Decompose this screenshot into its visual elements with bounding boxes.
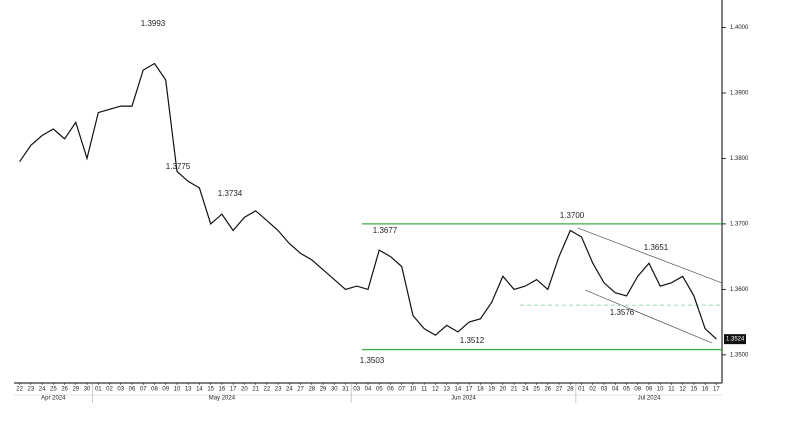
- y-tick-label: 1.3700: [730, 221, 749, 227]
- x-tick-label: 21: [511, 387, 518, 393]
- x-tick-label: 09: [162, 387, 169, 393]
- x-tick-label: 26: [544, 387, 551, 393]
- x-tick-label: 28: [567, 387, 574, 393]
- x-tick-label: 03: [601, 387, 608, 393]
- x-tick-label: 23: [275, 387, 282, 393]
- x-tick-label: 28: [308, 387, 315, 393]
- x-tick-label: 06: [129, 387, 136, 393]
- annotation: 1.3734: [218, 189, 243, 198]
- x-tick-label: 12: [679, 387, 686, 393]
- last-price-box: [724, 334, 746, 345]
- y-tick-label: 1.3900: [730, 91, 749, 97]
- x-tick-label: 03: [117, 387, 124, 393]
- x-tick-label: 17: [713, 387, 720, 393]
- x-tick-label: 14: [196, 387, 203, 393]
- x-tick-label: 02: [589, 387, 596, 393]
- annotation: 1.3576: [610, 308, 635, 317]
- last-price-label: 1.3524: [726, 337, 745, 343]
- x-tick-label: 14: [455, 387, 462, 393]
- price-line: [19, 62, 717, 340]
- channel-line: [577, 227, 723, 284]
- x-tick-label: 18: [477, 387, 484, 393]
- x-tick-label: 04: [365, 387, 372, 393]
- y-tick-label: 1.4000: [730, 25, 749, 31]
- x-tick-label: 13: [443, 387, 450, 393]
- x-tick-label: 26: [61, 387, 68, 393]
- x-tick-label: 09: [646, 387, 653, 393]
- annotation: 1.3677: [373, 226, 398, 235]
- x-tick-label: 17: [230, 387, 237, 393]
- x-tick-label: 27: [297, 387, 304, 393]
- x-tick-label: 29: [72, 387, 79, 393]
- x-tick-label: 21: [252, 387, 259, 393]
- x-tick-label: 07: [398, 387, 405, 393]
- x-tick-label: 03: [353, 387, 360, 393]
- x-tick-label: 15: [207, 387, 214, 393]
- x-tick-label: 30: [331, 387, 338, 393]
- x-tick-label: 10: [410, 387, 417, 393]
- x-tick-label: 23: [28, 387, 35, 393]
- x-tick-label: 24: [522, 387, 529, 393]
- x-tick-label: 20: [241, 387, 248, 393]
- x-tick-label: 17: [466, 387, 473, 393]
- x-tick-label: 12: [432, 387, 439, 393]
- x-tick-label: 22: [264, 387, 271, 393]
- x-tick-label: 15: [691, 387, 698, 393]
- annotation: 1.3993: [141, 19, 166, 28]
- x-tick-label: 24: [39, 387, 46, 393]
- channel-line: [584, 289, 713, 344]
- y-tick-label: 1.3600: [730, 287, 749, 293]
- x-tick-label: 19: [488, 387, 495, 393]
- x-tick-label: 22: [16, 387, 23, 393]
- x-tick-label: 25: [533, 387, 540, 393]
- x-tick-label: 11: [421, 387, 428, 393]
- annotation: 1.3775: [166, 162, 191, 171]
- x-tick-label: 01: [95, 387, 102, 393]
- x-tick-label: 13: [185, 387, 192, 393]
- annotation: 1.3503: [360, 356, 385, 365]
- x-tick-label: 08: [634, 387, 641, 393]
- x-tick-label: 16: [702, 387, 709, 393]
- x-tick-label: 10: [174, 387, 181, 393]
- x-tick-label: 11: [668, 387, 675, 393]
- month-label: Apr 2024: [41, 396, 66, 402]
- month-label: May 2024: [209, 396, 236, 402]
- x-tick-label: 25: [50, 387, 57, 393]
- annotation: 1.3512: [460, 336, 485, 345]
- annotation: 1.3651: [644, 243, 669, 252]
- x-tick-label: 29: [320, 387, 327, 393]
- x-tick-label: 08: [151, 387, 158, 393]
- y-tick-label: 1.3800: [730, 156, 749, 162]
- x-tick-label: 24: [286, 387, 293, 393]
- x-tick-label: 27: [556, 387, 563, 393]
- y-tick-label: 1.3500: [730, 352, 749, 358]
- x-tick-label: 16: [219, 387, 226, 393]
- x-tick-label: 30: [84, 387, 91, 393]
- month-label: Jul 2024: [638, 396, 661, 402]
- x-tick-label: 10: [657, 387, 664, 393]
- x-tick-label: 05: [376, 387, 383, 393]
- x-tick-label: 05: [623, 387, 630, 393]
- x-tick-label: 31: [342, 387, 349, 393]
- x-tick-label: 06: [387, 387, 394, 393]
- x-tick-label: 04: [612, 387, 619, 393]
- x-tick-label: 01: [578, 387, 585, 393]
- x-tick-label: 07: [140, 387, 147, 393]
- x-tick-label: 20: [500, 387, 507, 393]
- x-tick-label: 02: [106, 387, 113, 393]
- month-label: Jun 2024: [451, 396, 476, 402]
- annotation: 1.3700: [560, 211, 585, 220]
